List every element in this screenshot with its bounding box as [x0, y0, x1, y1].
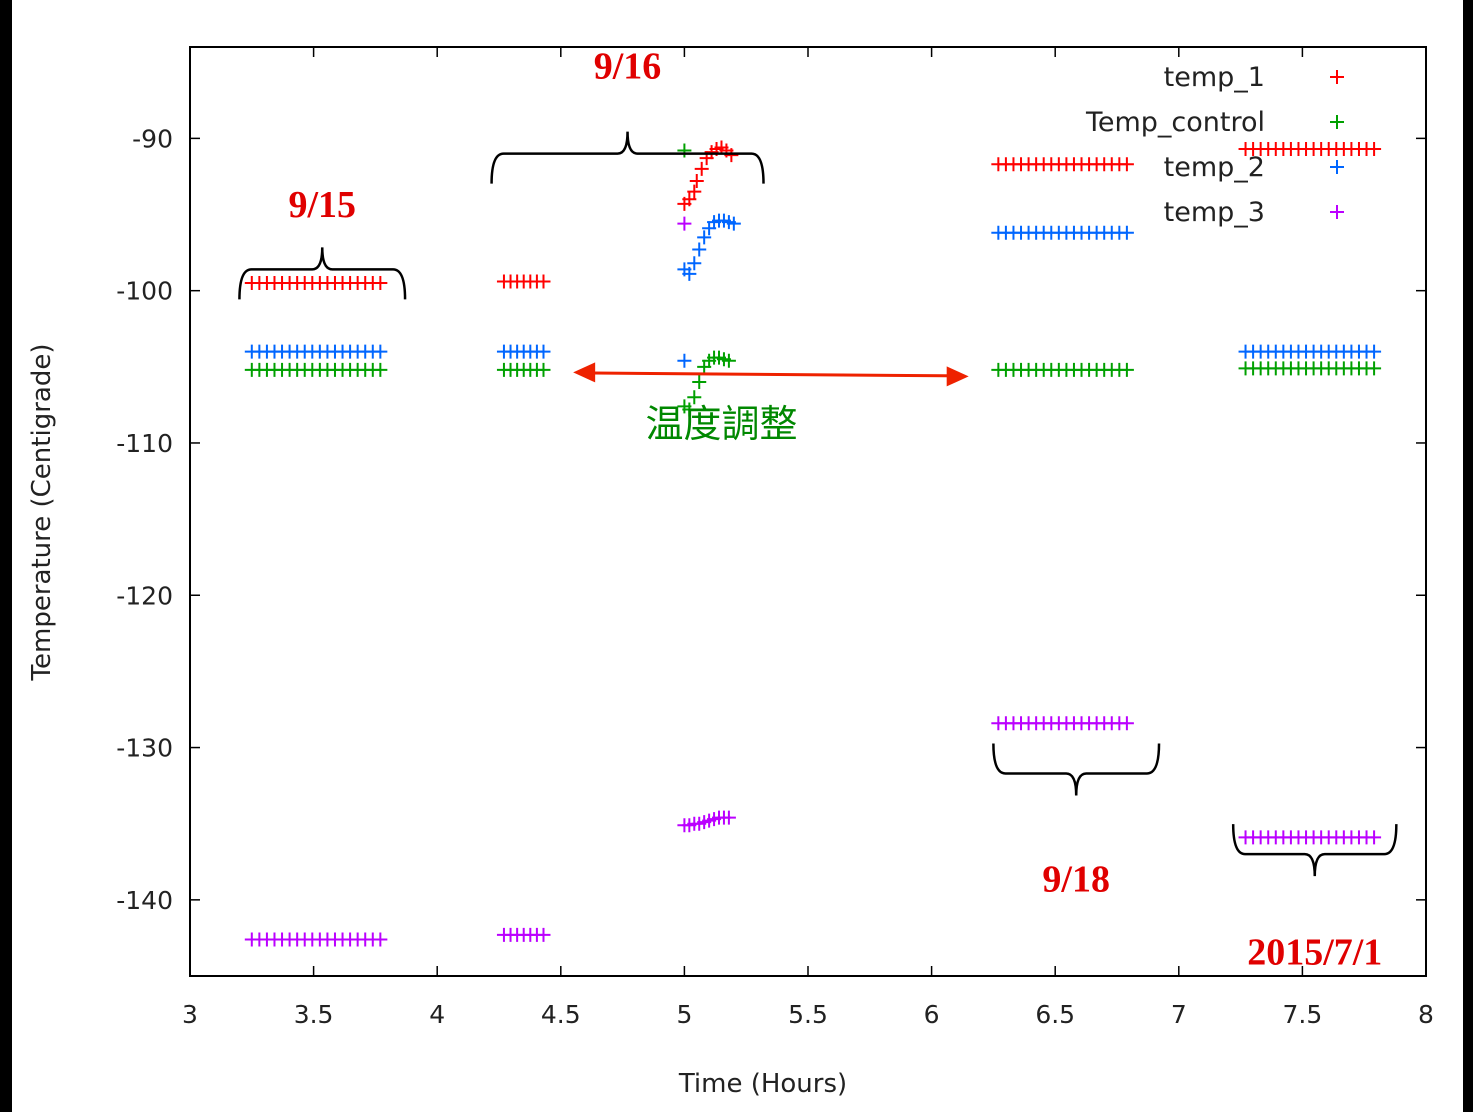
x-axis-label: Time (Hours) [678, 1069, 847, 1099]
data-point [1367, 344, 1382, 359]
data-point [677, 216, 692, 231]
data-point [726, 216, 741, 231]
annotations: 9/15 9/16 9/18 2015/7/1 温度調整 [238, 45, 1398, 974]
plot-area [190, 47, 1426, 976]
data-point [536, 362, 551, 377]
data-point [1119, 225, 1134, 240]
arrow-head-left [573, 362, 596, 383]
data-point [373, 344, 388, 359]
data-point [1367, 361, 1382, 376]
legend: temp_1 Temp_control temp_2 temp_3 [1085, 62, 1344, 228]
y-tick-label: -130 [116, 734, 173, 763]
y-tick-label: -120 [116, 581, 173, 610]
legend-marker [1330, 115, 1344, 129]
legend-marker [1330, 70, 1344, 84]
data-point [682, 266, 697, 281]
data-point [692, 375, 707, 390]
series-Temp_control [244, 143, 1382, 417]
arrow-head-right [946, 366, 969, 387]
data-point [1367, 830, 1382, 845]
data-point [697, 230, 712, 245]
y-tick-label: -110 [116, 429, 173, 458]
data-point [721, 353, 736, 368]
x-tick-label: 4 [429, 1000, 445, 1029]
data-point [1119, 362, 1134, 377]
data-point [373, 276, 388, 291]
data-point [694, 161, 709, 176]
data-point [536, 274, 551, 289]
data-point [677, 353, 692, 368]
legend-label: temp_1 [1164, 62, 1265, 93]
y-axis-label: Temperature (Centigrade) [27, 344, 57, 682]
arrow-line [579, 371, 963, 378]
y-tick-label: -140 [116, 886, 173, 915]
data-point [1119, 716, 1134, 731]
x-tick-label: 8 [1418, 1000, 1434, 1029]
data-point [721, 810, 736, 825]
x-tick-label: 3.5 [294, 1000, 334, 1029]
date-label: 9/18 [1042, 859, 1110, 901]
legend-marker [1330, 205, 1344, 219]
x-tick-label: 6.5 [1035, 1000, 1075, 1029]
date-label: 9/15 [288, 184, 356, 226]
data-point [1367, 142, 1382, 157]
x-tick-label: 5 [676, 1000, 692, 1029]
data-point [1119, 157, 1134, 172]
plot-border [189, 46, 1427, 977]
date-bracket [490, 131, 765, 184]
x-tick-label: 7 [1171, 1000, 1187, 1029]
data-point [682, 402, 697, 417]
series-temp_3 [244, 216, 1382, 947]
data-point [677, 143, 692, 158]
date-label: 9/16 [594, 45, 662, 87]
temperature-chart: 3 3.5 4 4.5 5 5.5 6 6.5 7 7.5 8 -90 -100 -110 -120 -130… [27, 45, 1434, 1099]
x-tick-label: 3 [182, 1000, 198, 1029]
legend-label: temp_2 [1164, 152, 1265, 183]
legend-label: Temp_control [1085, 107, 1265, 138]
axes: 3 3.5 4 4.5 5 5.5 6 6.5 7 7.5 8 -90 -100 -110 -120 -130… [27, 47, 1434, 1099]
date-label: 2015/7/1 [1247, 932, 1382, 974]
data-point [536, 344, 551, 359]
y-tick-label: -90 [132, 124, 173, 153]
x-tick-label: 7.5 [1283, 1000, 1323, 1029]
series-temp_2 [244, 213, 1382, 368]
legend-label: temp_3 [1164, 197, 1265, 228]
data-point [687, 184, 702, 199]
date-bracket [238, 247, 407, 300]
data-point [536, 927, 551, 942]
adjustment-label: 温度調整 [645, 402, 797, 446]
data-point [687, 256, 702, 271]
data-point [687, 390, 702, 405]
data-point [682, 192, 697, 207]
x-tick-label: 5.5 [788, 1000, 828, 1029]
data-point [373, 362, 388, 377]
data-point [724, 148, 739, 163]
data-marks [244, 140, 1382, 947]
y-tick-label: -100 [116, 277, 173, 306]
data-point [689, 174, 704, 189]
x-tick-label: 6 [924, 1000, 940, 1029]
adjustment-arrow [573, 362, 969, 387]
legend-marker [1330, 160, 1344, 174]
x-tick-label: 4.5 [541, 1000, 581, 1029]
data-point [373, 932, 388, 947]
data-point [692, 242, 707, 257]
chart-frame: 3 3.5 4 4.5 5 5.5 6 6.5 7 7.5 8 -90 -100 -110 -120 -130… [12, 0, 1463, 1112]
